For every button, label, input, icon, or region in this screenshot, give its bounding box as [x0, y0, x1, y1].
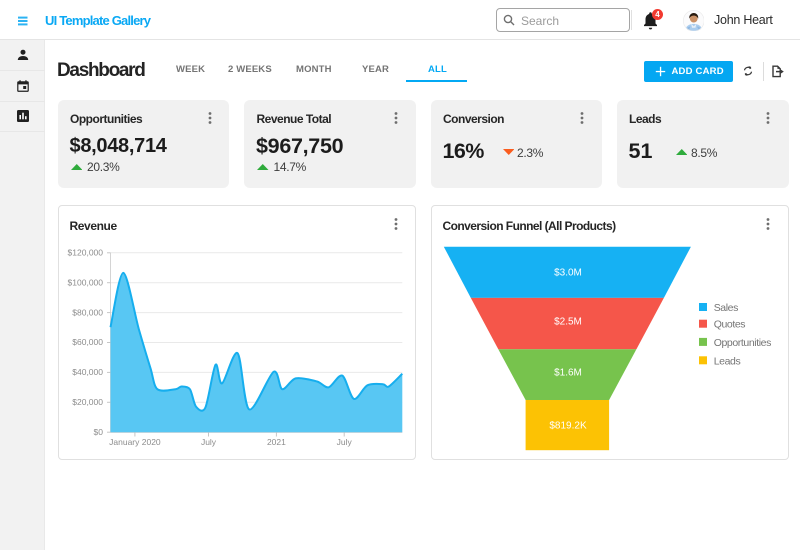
svg-text:Sales: Sales: [713, 302, 737, 314]
svg-text:$2.5M: $2.5M: [554, 317, 582, 328]
svg-text:Quotes: Quotes: [713, 319, 745, 331]
svg-text:$60,000: $60,000: [72, 337, 103, 347]
svg-text:2021: 2021: [267, 437, 286, 447]
svg-text:Opportunities: Opportunities: [713, 337, 770, 349]
svg-text:$100,000: $100,000: [68, 277, 104, 287]
svg-text:July: July: [201, 437, 217, 447]
svg-text:$0: $0: [94, 427, 104, 437]
svg-text:$40,000: $40,000: [72, 367, 103, 377]
svg-text:$1.6M: $1.6M: [554, 368, 582, 379]
svg-text:$80,000: $80,000: [72, 307, 103, 317]
svg-text:$120,000: $120,000: [68, 248, 104, 258]
svg-text:$819.2K: $819.2K: [549, 421, 587, 432]
svg-text:$20,000: $20,000: [72, 397, 103, 407]
svg-text:January 2020: January 2020: [109, 437, 161, 447]
svg-text:Leads: Leads: [713, 355, 740, 367]
svg-text:July: July: [337, 437, 353, 447]
svg-text:$3.0M: $3.0M: [554, 268, 582, 279]
